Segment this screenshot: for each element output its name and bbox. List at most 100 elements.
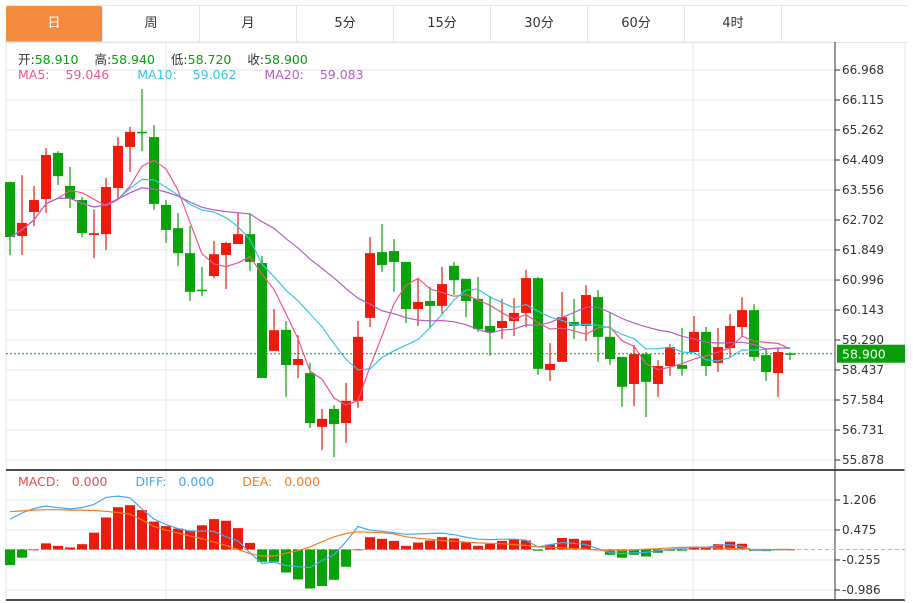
price-tick-label: 57.584	[842, 393, 884, 407]
candle-body	[161, 204, 171, 230]
candle-body	[365, 253, 375, 318]
macd-value: 0.000	[71, 474, 108, 489]
candle-body	[353, 336, 363, 401]
candle	[257, 255, 267, 378]
candle	[521, 270, 531, 327]
candle-body	[605, 336, 615, 360]
macd-bar	[449, 538, 459, 550]
candle	[65, 166, 75, 209]
price-tick-label: 63.556	[842, 183, 884, 197]
price-tick-label: 60.143	[842, 303, 884, 317]
candle	[473, 277, 483, 332]
candle	[629, 344, 639, 407]
current-price-label: 58.900	[842, 347, 886, 362]
candle	[569, 298, 579, 339]
candle	[725, 313, 735, 357]
macd-bar	[101, 517, 111, 550]
candle	[749, 304, 759, 362]
macd-bar	[377, 538, 387, 550]
candle-body	[53, 152, 63, 177]
candle	[293, 335, 303, 378]
tab-month[interactable]: 月	[200, 6, 297, 42]
macd-bar	[701, 547, 711, 550]
open-label: 开:	[18, 52, 35, 67]
diff-label: DIFF:	[135, 474, 167, 489]
price-tick-label: 60.996	[842, 273, 884, 287]
ma20-label: MA20:	[264, 67, 304, 82]
candle-body	[341, 400, 351, 424]
ma10-value: 59.062	[192, 67, 237, 82]
macd-bar	[725, 541, 735, 550]
ma10-line	[9, 178, 791, 371]
macd-bar	[65, 547, 75, 550]
macd-bar	[485, 543, 495, 550]
macd-bar	[41, 543, 51, 550]
candle-body	[425, 300, 435, 306]
ma5-line	[9, 159, 791, 406]
candle-body	[101, 187, 111, 235]
low-label: 低:	[170, 52, 188, 67]
candle-body	[221, 242, 231, 255]
dea-value: 0.000	[284, 474, 321, 489]
candle-body	[509, 312, 519, 322]
candle-body	[293, 359, 303, 365]
candle-body	[725, 325, 735, 349]
candle	[245, 213, 255, 272]
tab-week[interactable]: 周	[103, 6, 200, 42]
macd-bar	[293, 549, 303, 580]
tab-5min[interactable]: 5分	[297, 6, 394, 42]
tab-15min[interactable]: 15分	[394, 6, 491, 42]
tab-60min[interactable]: 60分	[588, 6, 685, 42]
ma10-label: MA10:	[137, 67, 177, 82]
open-value: 58.910	[34, 52, 79, 67]
low-value: 58.720	[187, 52, 232, 67]
macd-bar	[437, 537, 447, 550]
tab-day[interactable]: 日	[6, 6, 103, 42]
macd-bar	[557, 538, 567, 550]
candle	[653, 360, 663, 397]
macd-bar	[353, 549, 363, 551]
price-tick-label: 66.115	[842, 93, 884, 107]
ma5-label: MA5:	[18, 67, 50, 82]
macd-bar	[89, 532, 99, 550]
candle	[5, 181, 15, 256]
candle	[389, 239, 399, 292]
tabs-filler	[782, 5, 908, 43]
candle-body	[413, 302, 423, 310]
candle	[233, 213, 243, 245]
candle	[161, 200, 171, 243]
candle-body	[581, 294, 591, 326]
tab-30min[interactable]: 30分	[491, 6, 588, 42]
macd-bar	[53, 545, 63, 550]
candle-body	[497, 321, 507, 329]
diff-value: 0.000	[178, 474, 215, 489]
period-tabs: 日 周 月 5分 15分 30分 60分 4时	[6, 5, 782, 43]
macd-bar	[17, 549, 27, 558]
macd-bar	[713, 544, 723, 550]
ma5-value: 59.046	[65, 67, 110, 82]
candle	[149, 125, 159, 210]
macd-bar	[389, 540, 399, 550]
candle	[413, 278, 423, 326]
candle	[53, 151, 63, 185]
candle	[545, 343, 555, 381]
candle-body	[5, 182, 15, 237]
candle	[461, 278, 471, 318]
dea-label: DEA:	[242, 474, 273, 489]
candle	[365, 236, 375, 327]
high-label: 高:	[94, 52, 112, 67]
candle	[185, 226, 195, 301]
macd-bar	[665, 549, 675, 551]
macd-bar	[329, 549, 339, 580]
diff-line	[9, 495, 790, 569]
macd-bar	[341, 549, 351, 567]
ma5-readout: MA5: 59.046	[18, 67, 121, 82]
ma20-line	[9, 187, 791, 350]
macd-bar	[233, 528, 243, 550]
close-value: 58.900	[264, 52, 308, 67]
candle	[377, 223, 387, 273]
candle-body	[689, 331, 699, 352]
tab-4hour[interactable]: 4时	[685, 6, 782, 42]
candle-body	[257, 262, 267, 378]
